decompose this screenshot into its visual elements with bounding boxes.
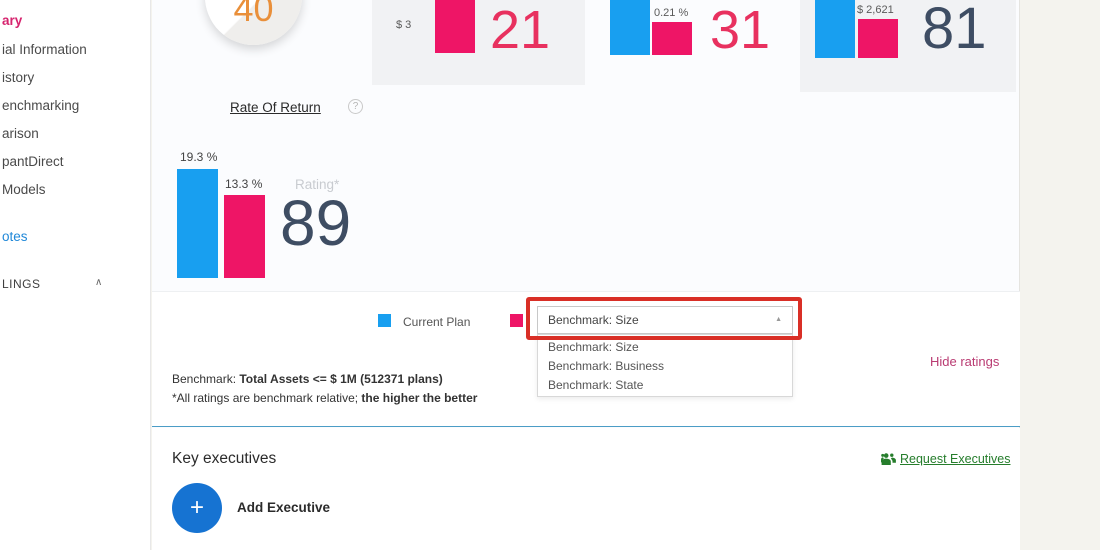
sidebar-item-financial-information[interactable]: ial Information — [2, 42, 87, 57]
rating-number: 81 — [922, 0, 987, 61]
benchmark-value-label: $ 2,621 — [857, 4, 894, 16]
main-content: 40 $ 3 21 0.21 % 31 $ 2,621 81 Rate Of R… — [152, 0, 1020, 550]
benchmark-value-label: 13.3 % — [225, 177, 263, 191]
key-executives-panel: Key executives Request Executives + Add … — [152, 428, 1020, 550]
add-executive-button[interactable]: + — [172, 483, 222, 533]
chevron-up-icon: ▲ — [775, 316, 782, 323]
help-icon[interactable]: ? — [348, 99, 363, 114]
mini-chart-fees: $ 3 21 — [372, 0, 585, 85]
hide-ratings-link[interactable]: Hide ratings — [930, 354, 1000, 369]
sidebar-item-notes[interactable]: otes — [2, 229, 28, 244]
sidebar-item-summary[interactable]: ary — [2, 13, 23, 28]
benchmark-value-label: 0.21 % — [654, 7, 689, 19]
request-executives-link[interactable]: Request Executives — [881, 452, 1010, 466]
rate-of-return-link[interactable]: Rate Of Return — [230, 100, 321, 115]
sidebar-section-filings[interactable]: LINGS — [2, 277, 41, 291]
sidebar-item-history[interactable]: istory — [2, 70, 35, 85]
sidebar: ary ial Information istory enchmarking a… — [0, 0, 151, 550]
benchmark-legend-swatch — [510, 314, 523, 327]
benchmark-select-value: Benchmark: Size — [548, 313, 639, 327]
rating-caption: Rating* — [295, 177, 340, 192]
benchmark-note: Benchmark: Total Assets <= $ 1M (512371 … — [172, 372, 443, 386]
benchmark-select[interactable]: Benchmark: Size ▲ — [537, 306, 793, 334]
ratings-footnote: *All ratings are benchmark relative; the… — [172, 391, 477, 405]
mini-chart-percent: 0.21 % 31 — [610, 0, 810, 85]
current-plan-bar — [610, 0, 650, 55]
benchmark-bar — [652, 22, 692, 55]
ratings-panel: Current Plan Benchmark: Size ▲ Benchmark… — [152, 291, 1020, 427]
current-plan-legend-swatch — [378, 314, 391, 327]
sidebar-item-models[interactable]: Models — [2, 182, 46, 197]
key-executives-title: Key executives — [172, 450, 277, 467]
mini-chart-assets: $ 2,621 81 — [800, 0, 1016, 92]
score-gauge: 40 — [205, 0, 302, 45]
footnote-prefix: *All ratings are benchmark relative; — [172, 391, 362, 405]
footnote-bold: the higher the better — [361, 391, 478, 405]
benchmark-note-bold: Total Assets <= $ 1M (512371 plans) — [239, 372, 443, 386]
current-plan-bar — [177, 169, 218, 278]
current-plan-legend-label: Current Plan — [403, 315, 471, 329]
rating-number: 31 — [710, 0, 771, 60]
rating-number: 21 — [490, 0, 551, 60]
benchmark-bar — [224, 195, 265, 278]
add-executive-label[interactable]: Add Executive — [237, 500, 331, 515]
gauge-value: 40 — [233, 0, 274, 29]
benchmark-option-business[interactable]: Benchmark: Business — [548, 359, 665, 373]
rating-number: 89 — [280, 187, 352, 259]
current-plan-value-label: 19.3 % — [180, 150, 218, 164]
sidebar-item-comparison[interactable]: arison — [2, 126, 39, 141]
benchmark-dropdown-list: Benchmark: Size Benchmark: Business Benc… — [537, 334, 793, 397]
benchmark-bar — [435, 0, 475, 53]
benchmark-note-prefix: Benchmark: — [172, 372, 240, 386]
people-icon — [881, 452, 900, 466]
sidebar-item-participantdirect[interactable]: pantDirect — [2, 154, 64, 169]
benchmark-option-state[interactable]: Benchmark: State — [548, 378, 644, 392]
current-plan-bar — [815, 0, 855, 58]
request-executives-label: Request Executives — [900, 452, 1011, 466]
benchmark-option-size[interactable]: Benchmark: Size — [548, 340, 639, 354]
chevron-up-icon[interactable]: ∧ — [95, 277, 103, 288]
benchmark-bar — [858, 19, 898, 58]
benchmark-value-label: $ 3 — [396, 19, 412, 31]
sidebar-item-benchmarking[interactable]: enchmarking — [2, 98, 80, 113]
